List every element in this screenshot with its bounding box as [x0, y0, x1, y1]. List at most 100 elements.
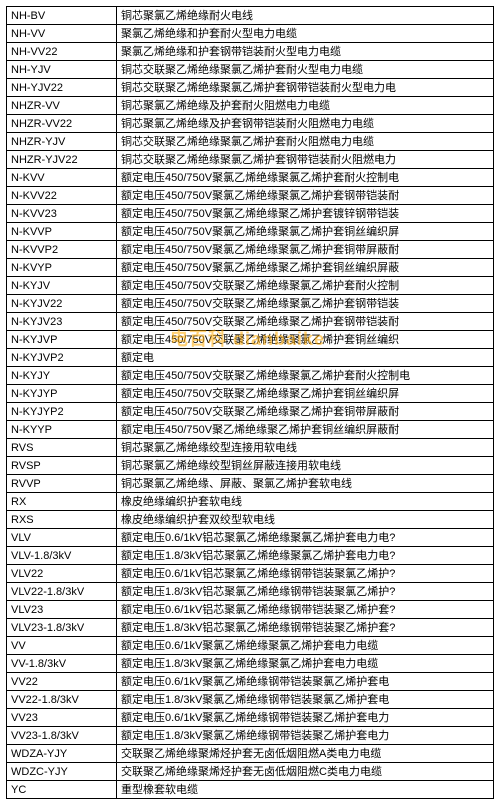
cable-description: 橡皮绝缘编织护套软电线 [117, 493, 494, 511]
table-row: NH-YJV22铜芯交联聚乙烯绝缘聚氯乙烯护套钢带铠装耐火型电力电 [7, 79, 494, 97]
table-row: VLV额定电压0.6/1kV铝芯聚氯乙烯绝缘聚氯乙烯护套电力电? [7, 529, 494, 547]
cable-code: VV23 [7, 709, 117, 727]
cable-description: 聚氯乙烯绝缘和护套钢带铠装耐火型电力电缆 [117, 43, 494, 61]
cable-code: RVS [7, 439, 117, 457]
cable-code: N-KVV [7, 169, 117, 187]
cable-code: N-KYYP [7, 421, 117, 439]
table-row: N-KYJY额定电压450/750V交联聚乙烯绝缘聚氯乙烯护套耐火控制电 [7, 367, 494, 385]
cable-description: 橡皮绝缘编织护套双绞型软电线 [117, 511, 494, 529]
cable-code: RVSP [7, 457, 117, 475]
cable-description: 交联聚乙烯绝缘聚烯烃护套无卤低烟阻燃A类电力电缆 [117, 745, 494, 763]
cable-code: N-KYJVP2 [7, 349, 117, 367]
cable-code: NH-YJV22 [7, 79, 117, 97]
cable-description: 铜芯交联聚乙烯绝缘聚氯乙烯护套钢带铠装耐火型电力电 [117, 79, 494, 97]
cable-code: VLV [7, 529, 117, 547]
cable-description: 额定电压0.6/1kV聚氯乙烯绝缘钢带铠装聚氯乙烯护套电 [117, 673, 494, 691]
table-row: VV23-1.8/3kV额定电压1.8/3kV聚氯乙烯绝缘钢带铠装聚乙烯护套电力 [7, 727, 494, 745]
cable-description: 额定电压450/750V交联聚乙烯绝缘聚氯乙烯护套钢带铠装 [117, 295, 494, 313]
cable-code: N-KYJV [7, 277, 117, 295]
cable-description: 额定电压450/750V交联聚乙烯绝缘聚乙烯护套铜带屏蔽耐 [117, 403, 494, 421]
table-row: VV-1.8/3kV额定电压1.8/3kV聚氯乙烯绝缘聚氯乙烯护套电力电缆 [7, 655, 494, 673]
cable-description: 额定电压450/750V聚氯乙烯绝缘聚氯乙烯护套钢带铠装耐 [117, 187, 494, 205]
table-row: WDZA-YJY交联聚乙烯绝缘聚烯烃护套无卤低烟阻燃A类电力电缆 [7, 745, 494, 763]
table-row: N-KYYP额定电压450/750V聚乙烯绝缘聚乙烯护套铜丝编织屏蔽耐 [7, 421, 494, 439]
table-row: N-KVYP额定电压450/750V聚氯乙烯绝缘聚乙烯护套铜丝编织屏蔽 [7, 259, 494, 277]
cable-code: NHZR-VV [7, 97, 117, 115]
cable-code: NH-VV [7, 25, 117, 43]
cable-description: 铜芯聚氯乙烯绝缘、屏蔽、聚氯乙烯护套软电线 [117, 475, 494, 493]
table-row: VV22额定电压0.6/1kV聚氯乙烯绝缘钢带铠装聚氯乙烯护套电 [7, 673, 494, 691]
cable-code: NHZR-YJV22 [7, 151, 117, 169]
table-row: NH-BV铜芯聚氯乙烯绝缘耐火电线 [7, 7, 494, 25]
cable-code: VLV22 [7, 565, 117, 583]
cable-code: N-KYJYP2 [7, 403, 117, 421]
table-row: NH-VV22聚氯乙烯绝缘和护套钢带铠装耐火型电力电缆 [7, 43, 494, 61]
cable-description: 额定电压450/750V交联聚乙烯绝缘聚氯乙烯护套铜丝编织 [117, 331, 494, 349]
table-row: RVSP铜芯聚氯乙烯绝缘绞型铜丝屏蔽连接用软电线 [7, 457, 494, 475]
cable-description: 聚氯乙烯绝缘和护套耐火型电力电缆 [117, 25, 494, 43]
cable-code: N-KYJV23 [7, 313, 117, 331]
cable-description: 铜芯聚氯乙烯绝缘绞型铜丝屏蔽连接用软电线 [117, 457, 494, 475]
table-row: VLV-1.8/3kV额定电压1.8/3kV铝芯聚氯乙烯绝缘聚氯乙烯护套电力电? [7, 547, 494, 565]
table-row: N-KVV22额定电压450/750V聚氯乙烯绝缘聚氯乙烯护套钢带铠装耐 [7, 187, 494, 205]
cable-description: 额定电 [117, 349, 494, 367]
table-row: NH-YJV铜芯交联聚乙烯绝缘聚氯乙烯护套耐火型电力电缆 [7, 61, 494, 79]
cable-code: N-KVVP2 [7, 241, 117, 259]
cable-description: 重型橡套软电缆 [117, 781, 494, 799]
cable-description: 额定电压0.6/1kV铝芯聚氯乙烯绝缘聚氯乙烯护套电力电? [117, 529, 494, 547]
table-row: RX橡皮绝缘编织护套软电线 [7, 493, 494, 511]
table-row: VV额定电压0.6/1kV聚氯乙烯绝缘聚氯乙烯护套电力电缆 [7, 637, 494, 655]
cable-description: 额定电压0.6/1kV聚氯乙烯绝缘聚氯乙烯护套电力电缆 [117, 637, 494, 655]
table-row: VV22-1.8/3kV额定电压1.8/3kV聚氯乙烯绝缘钢带铠装聚氯乙烯护套电 [7, 691, 494, 709]
table-row: VLV22-1.8/3kV额定电压1.8/3kV铝芯聚氯乙烯绝缘钢带铠装聚氯乙烯… [7, 583, 494, 601]
cable-description: 铜芯聚氯乙烯绝缘耐火电线 [117, 7, 494, 25]
table-row: N-KVV23额定电压450/750V聚氯乙烯绝缘聚乙烯护套镀锌钢带铠装 [7, 205, 494, 223]
cable-description: 额定电压1.8/3kV铝芯聚氯乙烯绝缘聚氯乙烯护套电力电? [117, 547, 494, 565]
cable-code: NH-VV22 [7, 43, 117, 61]
cable-code: WDZC-YJY [7, 763, 117, 781]
cable-description: 额定电压0.6/1kV铝芯聚氯乙烯绝缘钢带铠装聚乙烯护套? [117, 601, 494, 619]
cable-description: 铜芯聚氯乙烯绝缘及护套钢带铠装耐火阻燃电力电缆 [117, 115, 494, 133]
table-row: NHZR-YJV22铜芯交联聚乙烯绝缘聚氯乙烯护套钢带铠装耐火阻燃电力 [7, 151, 494, 169]
cable-description: 额定电压450/750V交联聚乙烯绝缘聚氯乙烯护套耐火控制电 [117, 367, 494, 385]
table-row: N-KYJYP2额定电压450/750V交联聚乙烯绝缘聚乙烯护套铜带屏蔽耐 [7, 403, 494, 421]
cable-code: NH-YJV [7, 61, 117, 79]
cable-code: NHZR-YJV [7, 133, 117, 151]
table-row: N-KYJYP额定电压450/750V交联聚乙烯绝缘聚乙烯护套铜丝编织屏 [7, 385, 494, 403]
cable-description: 额定电压0.6/1kV聚氯乙烯绝缘钢带铠装聚乙烯护套电力 [117, 709, 494, 727]
cable-description: 额定电压1.8/3kV聚氯乙烯绝缘钢带铠装聚乙烯护套电力 [117, 727, 494, 745]
cable-code: VLV23-1.8/3kV [7, 619, 117, 637]
cable-description: 铜芯交联聚乙烯绝缘聚氯乙烯护套耐火型电力电缆 [117, 61, 494, 79]
cable-code: WDZA-YJY [7, 745, 117, 763]
cable-code: N-KVVP [7, 223, 117, 241]
cable-code: RXS [7, 511, 117, 529]
cable-code: VV-1.8/3kV [7, 655, 117, 673]
cable-description: 额定电压1.8/3kV聚氯乙烯绝缘聚氯乙烯护套电力电缆 [117, 655, 494, 673]
table-row: N-KYJVP2额定电 [7, 349, 494, 367]
cable-code: N-KYJYP [7, 385, 117, 403]
cable-code: VV [7, 637, 117, 655]
table-row: NH-VV聚氯乙烯绝缘和护套耐火型电力电缆 [7, 25, 494, 43]
table-row: WDZC-YJY交联聚乙烯绝缘聚烯烃护套无卤低烟阻燃C类电力电缆 [7, 763, 494, 781]
cable-description: 额定电压450/750V交联聚乙烯绝缘聚氯乙烯护套耐火控制 [117, 277, 494, 295]
cable-description: 铜芯交联聚乙烯绝缘聚氯乙烯护套耐火阻燃电力电缆 [117, 133, 494, 151]
cable-code: VLV22-1.8/3kV [7, 583, 117, 601]
cable-code: VV22-1.8/3kV [7, 691, 117, 709]
table-row: N-KVVP2额定电压450/750V聚氯乙烯绝缘聚氯乙烯护套铜带屏蔽耐 [7, 241, 494, 259]
cable-description: 额定电压1.8/3kV聚氯乙烯绝缘钢带铠装聚氯乙烯护套电 [117, 691, 494, 709]
table-row: RVS铜芯聚氯乙烯绝缘绞型连接用软电线 [7, 439, 494, 457]
cable-code: RX [7, 493, 117, 511]
cable-description: 额定电压450/750V聚氯乙烯绝缘聚氯乙烯护套铜丝编织屏 [117, 223, 494, 241]
cable-code: N-KYJVP [7, 331, 117, 349]
table-row: N-KYJV23额定电压450/750V交联聚乙烯绝缘聚乙烯护套钢带铠装耐 [7, 313, 494, 331]
cable-code: VV22 [7, 673, 117, 691]
table-row: RXS橡皮绝缘编织护套双绞型软电线 [7, 511, 494, 529]
cable-code: VLV-1.8/3kV [7, 547, 117, 565]
table-row: VLV23-1.8/3kV额定电压1.8/3kV铝芯聚氯乙烯绝缘钢带铠装聚乙烯护… [7, 619, 494, 637]
cable-description: 额定电压450/750V交联聚乙烯绝缘聚乙烯护套铜丝编织屏 [117, 385, 494, 403]
cable-code: N-KVV23 [7, 205, 117, 223]
cable-description: 交联聚乙烯绝缘聚烯烃护套无卤低烟阻燃C类电力电缆 [117, 763, 494, 781]
cable-description: 额定电压450/750V聚氯乙烯绝缘聚乙烯护套镀锌钢带铠装 [117, 205, 494, 223]
cable-code: VV23-1.8/3kV [7, 727, 117, 745]
cable-description: 铜芯聚氯乙烯绝缘绞型连接用软电线 [117, 439, 494, 457]
